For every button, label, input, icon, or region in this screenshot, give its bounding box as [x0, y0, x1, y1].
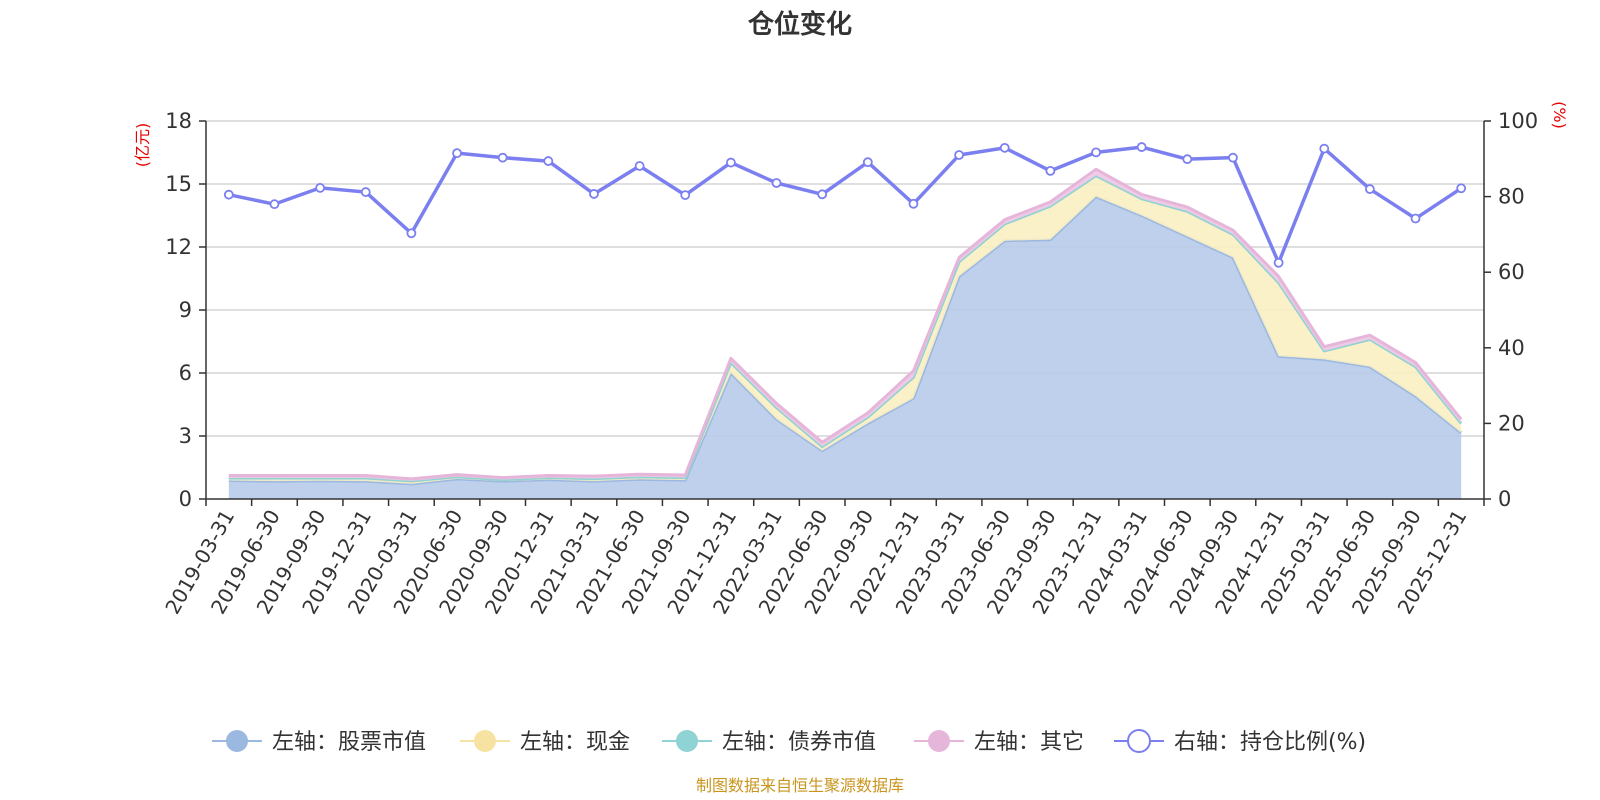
- ratio-point: [1273, 257, 1284, 268]
- ratio-point: [1410, 213, 1421, 224]
- source-note: 制图数据来自恒生聚源数据库: [696, 776, 904, 795]
- ratio-point: [315, 183, 326, 193]
- ratio-line: [228, 145, 1463, 265]
- ratio-point: [452, 148, 462, 159]
- right-tick-label: 0: [1498, 487, 1511, 511]
- right-tick-label: 100: [1498, 109, 1538, 133]
- ratio-point: [497, 152, 508, 163]
- legend-label-2: 左轴：债券市值: [722, 730, 876, 755]
- ratio-point: [1045, 165, 1056, 176]
- ratio-point: [1364, 184, 1375, 194]
- legend-marker-3: [928, 730, 950, 752]
- ratio-line-series: [223, 142, 1467, 268]
- ratio-point: [954, 150, 965, 160]
- ratio-point: [543, 156, 554, 166]
- right-axis-unit: (%): [1550, 101, 1569, 129]
- legend-label-3: 左轴：其它: [974, 730, 1084, 755]
- ratio-point: [269, 199, 280, 210]
- left-tick-label: 9: [179, 298, 192, 322]
- right-tick-label: 80: [1498, 185, 1525, 209]
- ratio-point: [725, 157, 736, 168]
- legend-marker-1: [474, 730, 496, 752]
- legend-label-4: 右轴：持仓比例(%): [1174, 730, 1366, 755]
- left-axis-unit: (亿元): [133, 123, 152, 168]
- ratio-point: [862, 157, 873, 168]
- ratio-point: [1319, 143, 1330, 154]
- legend-marker-2: [676, 730, 698, 752]
- left-tick-label: 0: [179, 487, 192, 511]
- ratio-point: [817, 189, 828, 200]
- area-series-0: [228, 196, 1462, 499]
- ratio-point: [999, 142, 1010, 153]
- chart-title: 仓位变化: [747, 9, 852, 40]
- ratio-point: [680, 190, 691, 200]
- legend-marker-4: [1127, 729, 1151, 753]
- ratio-point: [1182, 154, 1193, 165]
- right-tick-label: 20: [1498, 411, 1525, 435]
- ratio-point: [771, 178, 782, 188]
- ratio-point: [1228, 152, 1238, 163]
- ratio-point: [223, 189, 234, 200]
- left-tick-label: 6: [179, 361, 192, 385]
- legend-label-1: 左轴：现金: [520, 730, 630, 755]
- ratio-point: [360, 187, 371, 197]
- right-tick-label: 40: [1498, 336, 1525, 360]
- legend-label-0: 左轴：股票市值: [272, 730, 426, 755]
- area-line-3: [228, 167, 1463, 481]
- left-tick-label: 3: [179, 424, 192, 448]
- right-tick-label: 60: [1498, 260, 1525, 284]
- ratio-point: [1456, 183, 1467, 194]
- ratio-point: [634, 161, 645, 171]
- legend-marker-0: [226, 730, 248, 752]
- left-tick-label: 18: [165, 109, 192, 133]
- stacked-areas: [228, 167, 1463, 499]
- ratio-point: [908, 198, 919, 209]
- left-tick-label: 15: [165, 172, 192, 196]
- ratio-point: [1136, 142, 1147, 152]
- ratio-point: [1091, 147, 1101, 158]
- legend: 左轴：股票市值 左轴：现金 左轴：债券市值 左轴：其它 右轴：持仓比例(%): [212, 729, 1366, 755]
- ratio-point: [589, 189, 599, 199]
- left-tick-label: 12: [165, 235, 192, 259]
- ratio-point: [406, 228, 417, 239]
